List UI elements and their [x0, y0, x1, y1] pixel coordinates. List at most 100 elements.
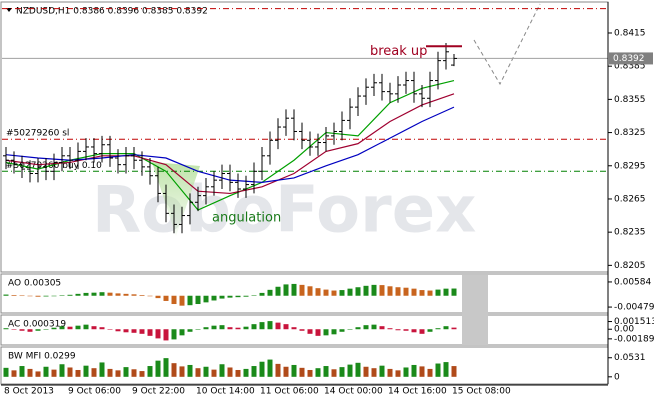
- histogram-bar: [435, 363, 441, 377]
- histogram-bar: [211, 369, 217, 377]
- scroll-shade: [462, 275, 488, 345]
- histogram-bar: [283, 366, 289, 377]
- histogram-bar: [115, 370, 121, 377]
- histogram-bar: [43, 295, 49, 297]
- histogram-bar: [59, 326, 65, 330]
- histogram-bar: [107, 292, 113, 296]
- histogram-bar: [19, 366, 25, 377]
- histogram-bar: [195, 368, 201, 377]
- histogram-bar: [355, 327, 361, 330]
- histogram-bar: [27, 295, 33, 297]
- histogram-bar: [219, 295, 225, 299]
- histogram-bar: [403, 367, 409, 377]
- histogram-bar: [299, 367, 305, 377]
- histogram-bar: [171, 329, 177, 340]
- histogram-bar: [435, 289, 441, 296]
- histogram-bar: [43, 366, 49, 377]
- histogram-bar: [227, 367, 233, 377]
- histogram-bar: [259, 361, 265, 377]
- indicator-label: BW MFI 0.0299: [8, 352, 76, 362]
- price-tag-label: 0.8392: [613, 54, 645, 64]
- histogram-bar: [363, 366, 369, 377]
- y-tick-label: 0.001513: [614, 317, 654, 327]
- y-tick-label: 0.8385: [614, 62, 646, 72]
- histogram-bar: [131, 294, 137, 296]
- histogram-bar: [123, 329, 129, 333]
- histogram-bar: [323, 329, 329, 336]
- histogram-bar: [3, 328, 9, 330]
- histogram-bar: [187, 364, 193, 377]
- histogram-bar: [19, 295, 25, 297]
- histogram-bar: [291, 327, 297, 330]
- histogram-bar: [139, 371, 145, 377]
- y-tick-label: 0.8325: [614, 128, 646, 138]
- y-tick-label: 0.00584: [614, 277, 651, 287]
- histogram-bar: [147, 366, 153, 377]
- histogram-bar: [179, 329, 185, 336]
- histogram-bar: [419, 329, 425, 334]
- histogram-bar: [203, 366, 209, 377]
- x-tick-label: 11 Oct 06:00: [260, 387, 319, 397]
- histogram-bar: [339, 290, 345, 296]
- histogram-bar: [299, 329, 305, 331]
- histogram-bar: [387, 368, 393, 377]
- histogram-bar: [171, 295, 177, 305]
- histogram-bar: [267, 321, 273, 330]
- x-tick-label: 14 Oct 00:00: [324, 387, 383, 397]
- histogram-bar: [427, 368, 433, 377]
- histogram-bar: [451, 288, 457, 296]
- histogram-bar: [315, 368, 321, 377]
- x-tick-label: 9 Oct 22:00: [132, 387, 185, 397]
- x-tick-label: 14 Oct 16:00: [388, 387, 447, 397]
- histogram-bar: [155, 295, 161, 299]
- histogram-bar: [59, 295, 65, 296]
- histogram-bar: [83, 365, 89, 377]
- histogram-bar: [107, 329, 113, 330]
- histogram-bar: [35, 371, 41, 377]
- histogram-bar: [395, 370, 401, 377]
- histogram-bar: [235, 369, 241, 377]
- histogram-bar: [219, 325, 225, 330]
- histogram-bar: [403, 287, 409, 296]
- histogram-bar: [387, 286, 393, 296]
- indicator-label: AC 0.000319: [8, 320, 66, 330]
- histogram-bar: [315, 329, 321, 336]
- histogram-bar: [355, 287, 361, 296]
- histogram-bar: [387, 328, 393, 330]
- histogram-bar: [267, 289, 273, 296]
- histogram-bar: [59, 364, 65, 377]
- histogram-bar: [427, 329, 433, 332]
- histogram-bar: [11, 370, 17, 377]
- histogram-bar: [107, 368, 113, 377]
- histogram-bar: [235, 295, 241, 298]
- histogram-bar: [195, 329, 201, 330]
- histogram-bar: [443, 326, 449, 330]
- histogram-bar: [35, 295, 41, 297]
- histogram-bar: [451, 327, 457, 330]
- histogram-bar: [363, 325, 369, 330]
- histogram-bar: [363, 285, 369, 296]
- histogram-bar: [147, 295, 153, 297]
- order-label: #50279260 sl: [6, 129, 69, 139]
- histogram-bar: [187, 295, 193, 306]
- histogram-bar: [251, 295, 257, 296]
- histogram-bar: [379, 365, 385, 377]
- y-tick-label: 0.8355: [614, 95, 646, 105]
- histogram-bar: [27, 329, 33, 332]
- histogram-bar: [395, 329, 401, 331]
- header: NZDUSD,H1 0.8386 0.8396 0.8385 0.8392: [16, 7, 208, 17]
- watermark: RoboForex: [92, 174, 476, 248]
- x-tick-label: 9 Oct 06:00: [68, 387, 121, 397]
- histogram-bar: [227, 295, 233, 298]
- price-tag: [609, 52, 653, 65]
- y-tick-label: -0.00479: [614, 303, 654, 313]
- break-up-label: break up: [370, 44, 427, 59]
- histogram-bar: [139, 329, 145, 334]
- histogram-bar: [27, 368, 33, 377]
- y-tick-label: 0.00: [614, 325, 634, 335]
- histogram-bar: [203, 327, 209, 330]
- histogram-bar: [187, 329, 193, 332]
- y-tick-label: 0.8265: [614, 194, 646, 204]
- histogram-bar: [403, 329, 409, 331]
- histogram-bar: [3, 367, 9, 377]
